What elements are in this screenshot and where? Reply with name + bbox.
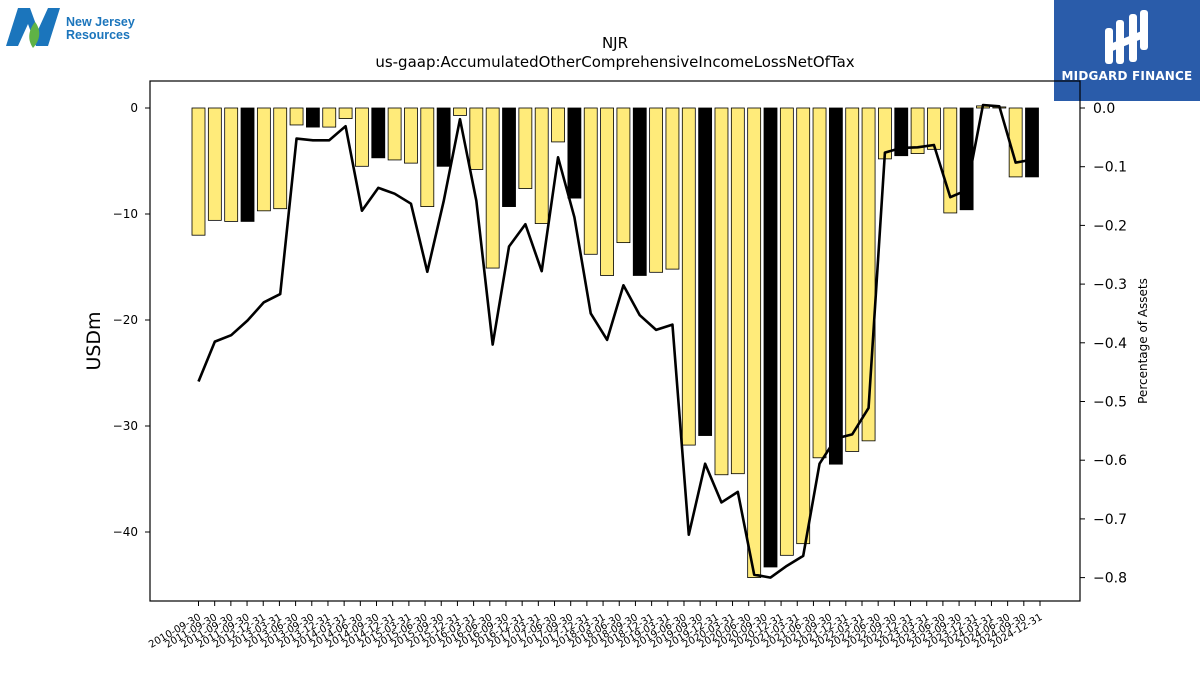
bar bbox=[420, 107, 435, 207]
bar bbox=[453, 107, 467, 116]
bar bbox=[371, 107, 386, 159]
y2-tick-label: −0.7 bbox=[1093, 512, 1127, 528]
logo-line-1: New Jersey bbox=[66, 15, 135, 29]
percentage-of-assets-line bbox=[197, 103, 1033, 579]
bar bbox=[469, 107, 484, 170]
bar bbox=[959, 107, 974, 211]
bar bbox=[779, 107, 794, 556]
bar bbox=[812, 107, 827, 459]
bar-series bbox=[191, 105, 1039, 578]
x-axis: 2010-09-302011-09-302011-09-302011-09-30… bbox=[147, 601, 1045, 651]
y-axis-right: 0.0 −0.1 −0.2 −0.3 −0.4 −0.5 −0.6 −0.7 −0.8 bbox=[1080, 101, 1127, 587]
bar bbox=[681, 107, 696, 446]
bar bbox=[828, 107, 843, 465]
bar bbox=[1025, 107, 1039, 178]
bar bbox=[273, 107, 288, 210]
bar bbox=[306, 107, 320, 128]
midgard-finance-logo: MIDGARD FINANCE bbox=[1054, 0, 1200, 101]
new-jersey-resources-logo: New Jersey Resources bbox=[4, 4, 154, 50]
njr-leaf-icon bbox=[29, 22, 40, 48]
y2-tick-label: −0.1 bbox=[1093, 160, 1127, 176]
bar bbox=[714, 107, 729, 476]
bar bbox=[747, 107, 762, 578]
bar bbox=[616, 107, 631, 244]
y-tick-label: −20 bbox=[113, 313, 138, 327]
bar bbox=[567, 107, 582, 199]
y-tick-label: −40 bbox=[113, 525, 138, 539]
bar bbox=[649, 107, 664, 273]
y2-tick-label: −0.2 bbox=[1093, 218, 1127, 234]
bar bbox=[485, 107, 500, 269]
y2-tick-label: −0.5 bbox=[1093, 395, 1127, 411]
bar bbox=[355, 107, 369, 167]
bar bbox=[665, 107, 680, 270]
y-axis-label: USDm bbox=[83, 311, 105, 370]
y2-tick-label: −0.6 bbox=[1093, 453, 1127, 469]
bar bbox=[224, 107, 239, 222]
bar bbox=[632, 107, 647, 276]
y2-tick-label: −0.3 bbox=[1093, 277, 1127, 293]
bar bbox=[796, 107, 811, 545]
bar bbox=[534, 107, 549, 224]
line-series bbox=[197, 103, 1033, 579]
chart-title: NJR bbox=[602, 34, 628, 52]
y2-tick-label: 0.0 bbox=[1093, 101, 1115, 117]
bar bbox=[927, 107, 941, 150]
bar bbox=[730, 107, 745, 475]
bar bbox=[191, 107, 206, 236]
bar bbox=[763, 107, 778, 568]
plot-frame bbox=[149, 80, 1081, 602]
y2-axis-label: Percentage of Assets bbox=[1136, 278, 1150, 404]
bar bbox=[322, 107, 337, 128]
bar bbox=[240, 107, 255, 222]
bar bbox=[387, 107, 402, 161]
bar bbox=[845, 107, 860, 452]
y2-tick-label: −0.4 bbox=[1093, 336, 1127, 352]
midgard-logo-text: MIDGARD FINANCE bbox=[1061, 69, 1193, 83]
midgard-emblem-icon bbox=[1105, 10, 1148, 64]
y-tick-label: −30 bbox=[113, 419, 138, 433]
bar bbox=[436, 107, 451, 167]
bar bbox=[518, 107, 533, 189]
bar bbox=[551, 107, 565, 143]
bar bbox=[894, 107, 909, 157]
chart-subtitle: us-gaap:AccumulatedOtherComprehensiveInc… bbox=[375, 53, 854, 71]
bar bbox=[289, 107, 304, 126]
y2-tick-label: −0.8 bbox=[1093, 571, 1127, 587]
bar bbox=[910, 107, 925, 154]
y-tick-label: 0 bbox=[130, 101, 138, 115]
y-tick-label: −10 bbox=[113, 207, 138, 221]
bar bbox=[502, 107, 516, 207]
bar bbox=[600, 107, 614, 276]
bar bbox=[338, 107, 353, 119]
bar bbox=[207, 107, 222, 221]
bar bbox=[583, 107, 598, 255]
bar bbox=[698, 107, 713, 436]
y-axis-left: 0 −10 −20 −30 −40 bbox=[113, 101, 150, 539]
logo-line-2: Resources bbox=[66, 28, 130, 42]
bar bbox=[404, 107, 418, 164]
bar bbox=[256, 107, 271, 212]
